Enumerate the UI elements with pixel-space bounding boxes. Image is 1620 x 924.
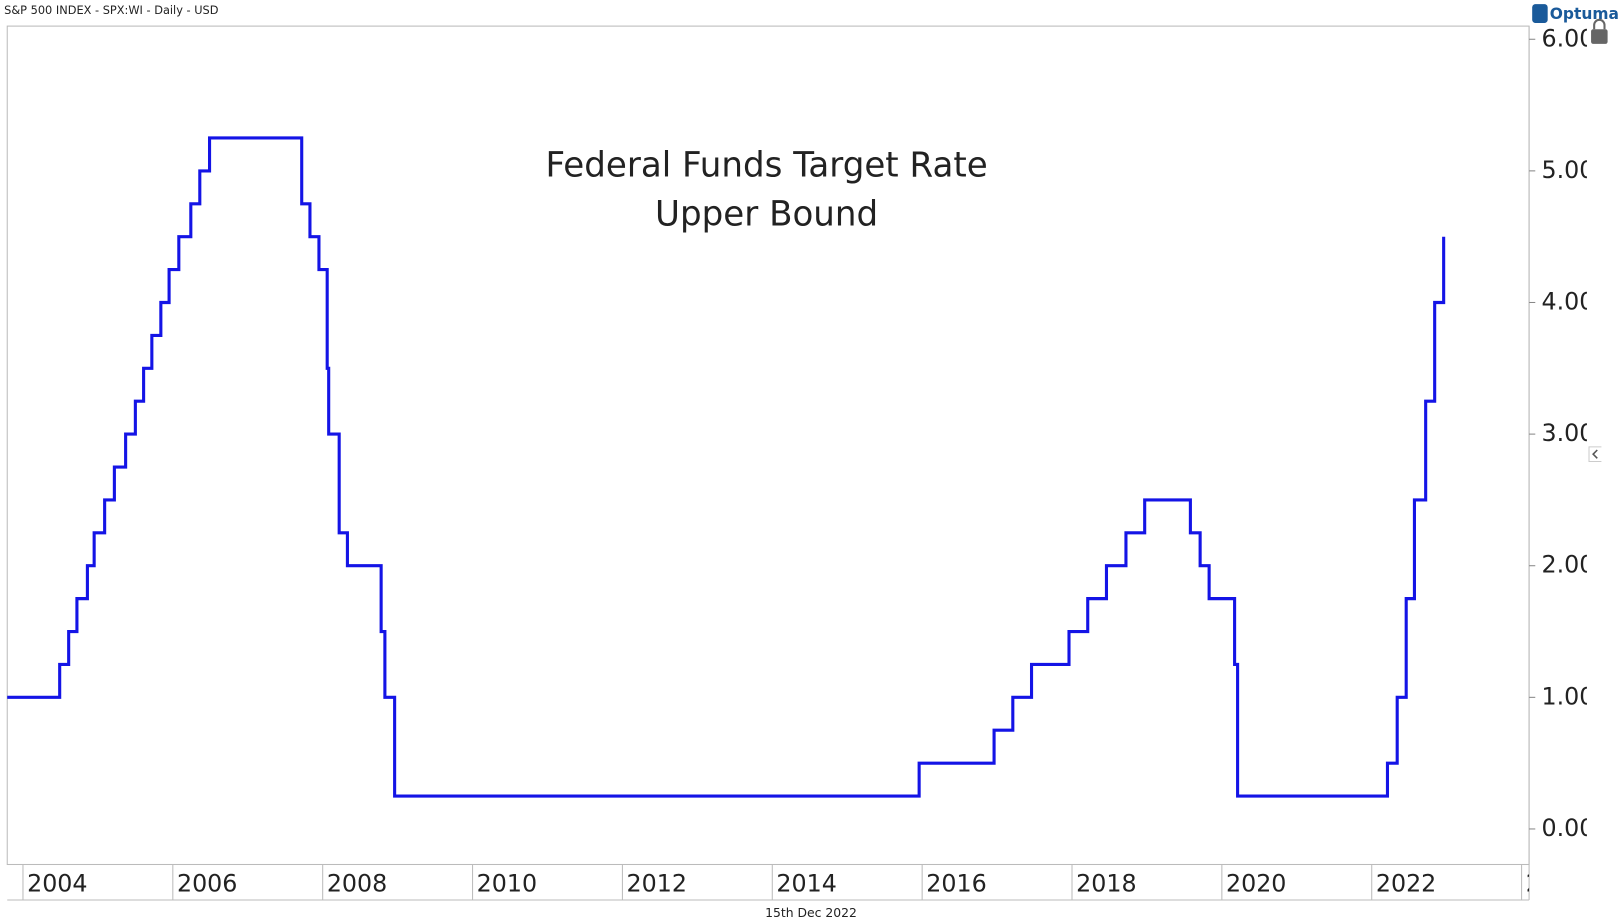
- rate-line: [7, 136, 1446, 798]
- x-tick-label: 2016: [926, 869, 986, 897]
- footer-date: 15th Dec 2022: [765, 905, 857, 920]
- y-tick-label: 4.00: [1541, 287, 1594, 315]
- chart-title: Upper Bound: [655, 195, 878, 235]
- x-tick-label: 2010: [477, 869, 537, 897]
- collapse-arrow: [1592, 449, 1598, 459]
- x-tick-label: 2022: [1376, 869, 1436, 897]
- y-tick-label: 6.00: [1541, 24, 1594, 52]
- x-tick-label: 2004: [27, 869, 87, 897]
- collapse-tab[interactable]: [1588, 446, 1602, 462]
- lock-shackle: [1593, 18, 1606, 30]
- y-tick-label: 1.00: [1541, 682, 1594, 710]
- x-tick-label: 2018: [1076, 869, 1136, 897]
- y-tick-label: 2.00: [1541, 551, 1594, 579]
- brand: Optuma: [1550, 5, 1619, 23]
- chart-title: Federal Funds Target Rate: [546, 145, 988, 185]
- x-tick-label: 2020: [1226, 869, 1286, 897]
- lock-icon[interactable]: [1591, 29, 1608, 44]
- x-tick-label: 2014: [776, 869, 836, 897]
- x-tick-label: 2012: [627, 869, 687, 897]
- x-tick-label: 2024: [1526, 869, 1586, 897]
- y-tick-label: 3.00: [1541, 419, 1594, 447]
- x-tick-label: 2006: [177, 869, 237, 897]
- y-tick-label: 5.00: [1541, 156, 1594, 184]
- header: S&P 500 INDEX - SPX:WI - Daily - USD: [4, 3, 219, 17]
- x-tick-label: 2008: [327, 869, 387, 897]
- brand-icon: [1532, 4, 1548, 23]
- y-tick-label: 0.00: [1541, 814, 1594, 842]
